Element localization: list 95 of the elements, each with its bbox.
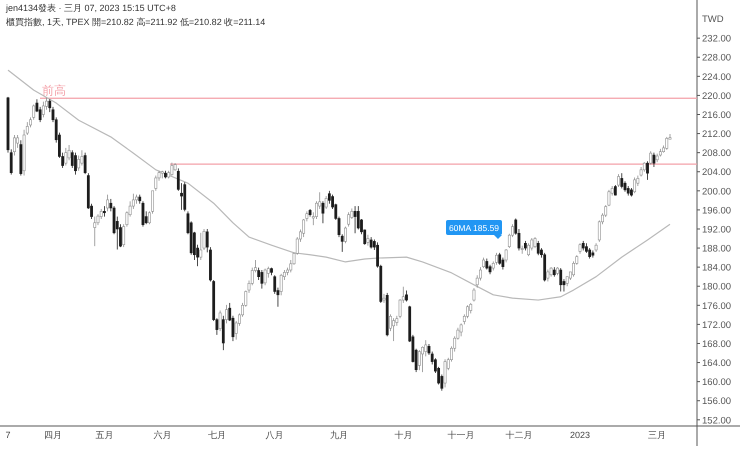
y-tick-label: 156.00 [702,396,732,408]
x-tick-label: 六月 [153,430,172,440]
y-tick-label: 160.00 [702,377,732,388]
candlestick [106,194,110,212]
candlestick [472,288,476,302]
x-tick-label: 2023 [570,430,590,440]
candlestick [13,134,16,156]
candlestick [649,150,652,165]
candlestick [264,268,266,286]
candlestick [347,212,350,227]
y-tick-label: 220.00 [702,90,732,102]
candlestick [559,268,562,292]
y-tick-label: 168.00 [702,338,732,350]
y-tick-label: 152.00 [702,415,732,426]
candlestick [280,273,283,296]
candlestick [354,206,356,234]
x-tick-label: 十一月 [448,430,475,440]
candlestick [620,172,624,189]
y-tick-label: 164.00 [702,358,732,370]
candlestick [534,236,536,248]
line-series [7,70,671,301]
candlestick [578,242,582,254]
candlestick [260,270,264,290]
x-tick-label: 七月 [208,430,226,440]
annotation: 60MA 185.59 [448,223,500,233]
candlestick [482,257,486,268]
y-tick-label: 196.00 [702,205,732,216]
candlestick [93,216,96,247]
y-tick-label: 192.00 [702,224,732,236]
candlestick [225,304,228,324]
candlestick [550,266,552,278]
candlestick [524,240,527,251]
candlestick [444,358,446,388]
y-tick-label: 180.00 [702,282,732,293]
candlestick [646,160,649,180]
candlestick [199,232,202,260]
candlestick [218,310,222,332]
candlestick [617,174,620,188]
x-tick-label: 十月 [394,430,412,440]
candlestick [103,206,106,217]
candlestick [665,136,668,150]
text: 櫃買指數, 1天, TPEX 開=210.82 高=211.92 低=210.82 收=211.14 [6,17,266,27]
x-tick-label: 五月 [95,430,114,440]
candlestick [536,240,540,256]
candlestick [356,206,360,230]
y-axis-title: TWD [702,14,724,25]
candlestick [633,177,636,194]
candlestick [469,302,472,314]
y-tick-label: 188.00 [702,244,732,255]
y-tick-label: 208.00 [702,148,732,160]
x-tick-label: 九月 [330,430,348,440]
candlestick [504,248,508,263]
y-tick-label: 204.00 [702,167,732,178]
candlestick [16,134,20,148]
candlestick [546,269,550,282]
candlestick [74,152,77,175]
candlestick [222,315,225,351]
y-tick-label: 212.00 [702,129,732,140]
y-tick-label: 216.00 [702,110,732,121]
x-tick-label: 7 [5,430,11,440]
candlestick [588,248,592,259]
candlestick [344,226,347,244]
candlestick [170,162,174,176]
candlestick [370,236,373,249]
candlestick [418,350,421,371]
y-tick-label: 224.00 [702,72,732,83]
y-tick-label: 232.00 [702,34,732,45]
candlestick [322,200,324,224]
candlestick [392,318,396,342]
candlestick [366,234,370,246]
annotation: jen4134發表 · 三月 07, 2023 15:15 UTC+8 [5,3,176,13]
y-tick-label: 184.00 [702,262,732,274]
candlestick [582,240,585,251]
x-tick-label: 三月 [648,430,666,440]
candlestick [42,101,45,118]
y-tick-label: 228.00 [702,52,732,64]
y-tick-label: 200.00 [702,186,732,198]
candlestick [84,152,87,175]
x-tick-label: 八月 [266,430,284,440]
candlestick [382,293,386,304]
candlestick [405,290,408,302]
y-tick-label: 172.00 [702,320,732,331]
candlestick [324,196,328,210]
candlestick [652,152,656,168]
x-tick-label: 十二月 [505,430,532,440]
candlestick [64,147,68,166]
x-tick-label: 四月 [44,430,62,440]
candlestick [501,257,504,270]
candlestick [460,323,463,337]
candlestick [626,186,630,196]
ref-line-label: 前高 [42,83,66,98]
candlestick [552,266,556,278]
candlestick [148,210,151,225]
y-tick-label: 176.00 [702,300,732,312]
candlestick [32,104,36,120]
